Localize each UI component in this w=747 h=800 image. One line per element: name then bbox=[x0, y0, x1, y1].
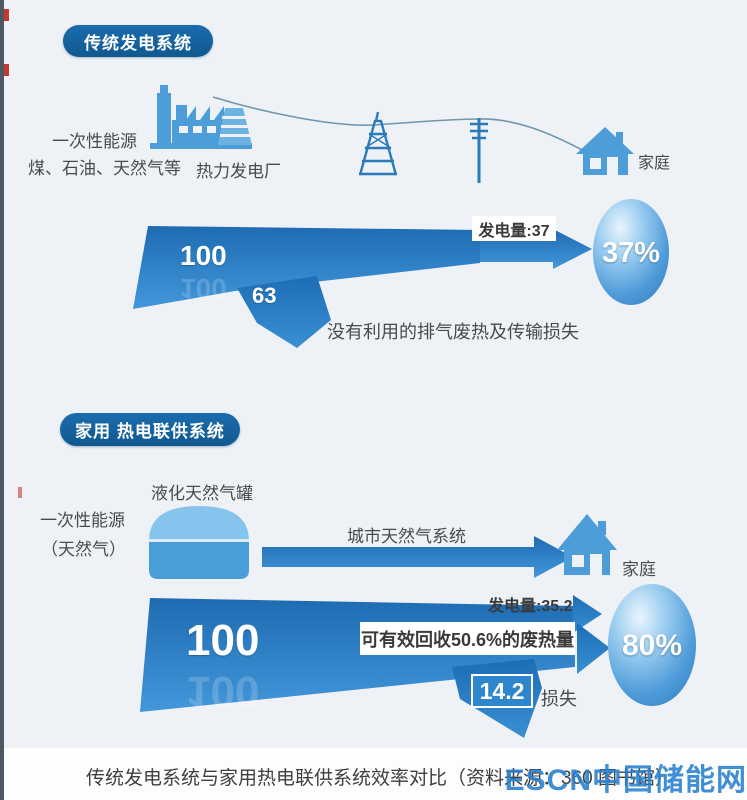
figure-caption: 传统发电系统与家用热电联供系统效率对比（资料来源：360 图书馆） bbox=[86, 768, 674, 789]
flow1-efficiency-value: 37% bbox=[601, 237, 661, 269]
caption-background bbox=[4, 748, 747, 800]
flow1-loss-label: 没有利用的排气废热及传输损失 bbox=[327, 322, 579, 342]
section1-source-sub: 煤、石油、天然气等 bbox=[28, 159, 181, 178]
home-icon-2 bbox=[557, 514, 617, 575]
section1-plant-label: 热力发电厂 bbox=[196, 162, 281, 181]
home-icon bbox=[576, 127, 634, 175]
section2-home-label: 家庭 bbox=[622, 560, 656, 579]
flow1-input-value: 100 bbox=[180, 240, 227, 271]
section1-badge: 传统发电系统 bbox=[63, 25, 213, 57]
flow2-efficiency-value: 80% bbox=[621, 629, 683, 662]
section2-tank-label: 液化天然气罐 bbox=[151, 484, 253, 503]
factory-icon bbox=[150, 85, 252, 149]
power-line bbox=[212, 96, 587, 153]
efficiency-sphere-80 bbox=[608, 584, 696, 706]
flow2-input-value: 100 bbox=[186, 616, 260, 665]
flow2-heat-arrowhead bbox=[577, 623, 610, 674]
flow1-loss-value: 63 bbox=[252, 283, 277, 308]
flow2-loss-value: 14.2 bbox=[471, 674, 533, 708]
section2-source-sub: （天然气） bbox=[41, 540, 126, 559]
red-mark-3 bbox=[18, 487, 22, 498]
watermark-logo: ESCN中国储能网 bbox=[504, 764, 747, 797]
efficiency-sphere-37 bbox=[593, 199, 669, 305]
city-gas-arrow bbox=[262, 536, 573, 578]
red-mark-2 bbox=[4, 64, 9, 76]
flow1-main-arrow bbox=[133, 226, 480, 309]
lng-tank-icon bbox=[149, 506, 249, 579]
flow1-loss-branch bbox=[237, 276, 331, 348]
flow2-electric-arrowhead bbox=[573, 595, 602, 633]
section1-source-title: 一次性能源 bbox=[52, 132, 137, 151]
transmission-tower-icon bbox=[358, 111, 398, 176]
section2-source-title: 一次性能源 bbox=[40, 511, 125, 530]
section2-badge: 家用 热电联供系统 bbox=[60, 413, 240, 446]
flow2-input-reflection: 100 bbox=[186, 667, 260, 716]
flow2-output-label: 发电量:35.2 bbox=[488, 598, 573, 615]
flow2-heat-recovery-label: 可有效回收50.6%的废热量 bbox=[360, 622, 575, 655]
left-border bbox=[0, 0, 4, 800]
flow1-output-label: 发电量:37 bbox=[472, 216, 556, 241]
section1-home-label: 家庭 bbox=[638, 155, 671, 172]
section2-gas-system-label: 城市天然气系统 bbox=[347, 527, 466, 546]
flow2-loss-label: 损失 bbox=[541, 689, 577, 709]
red-mark-1 bbox=[4, 9, 9, 21]
utility-pole-icon bbox=[470, 118, 488, 183]
flow1-input-reflection: 100 bbox=[180, 273, 227, 304]
